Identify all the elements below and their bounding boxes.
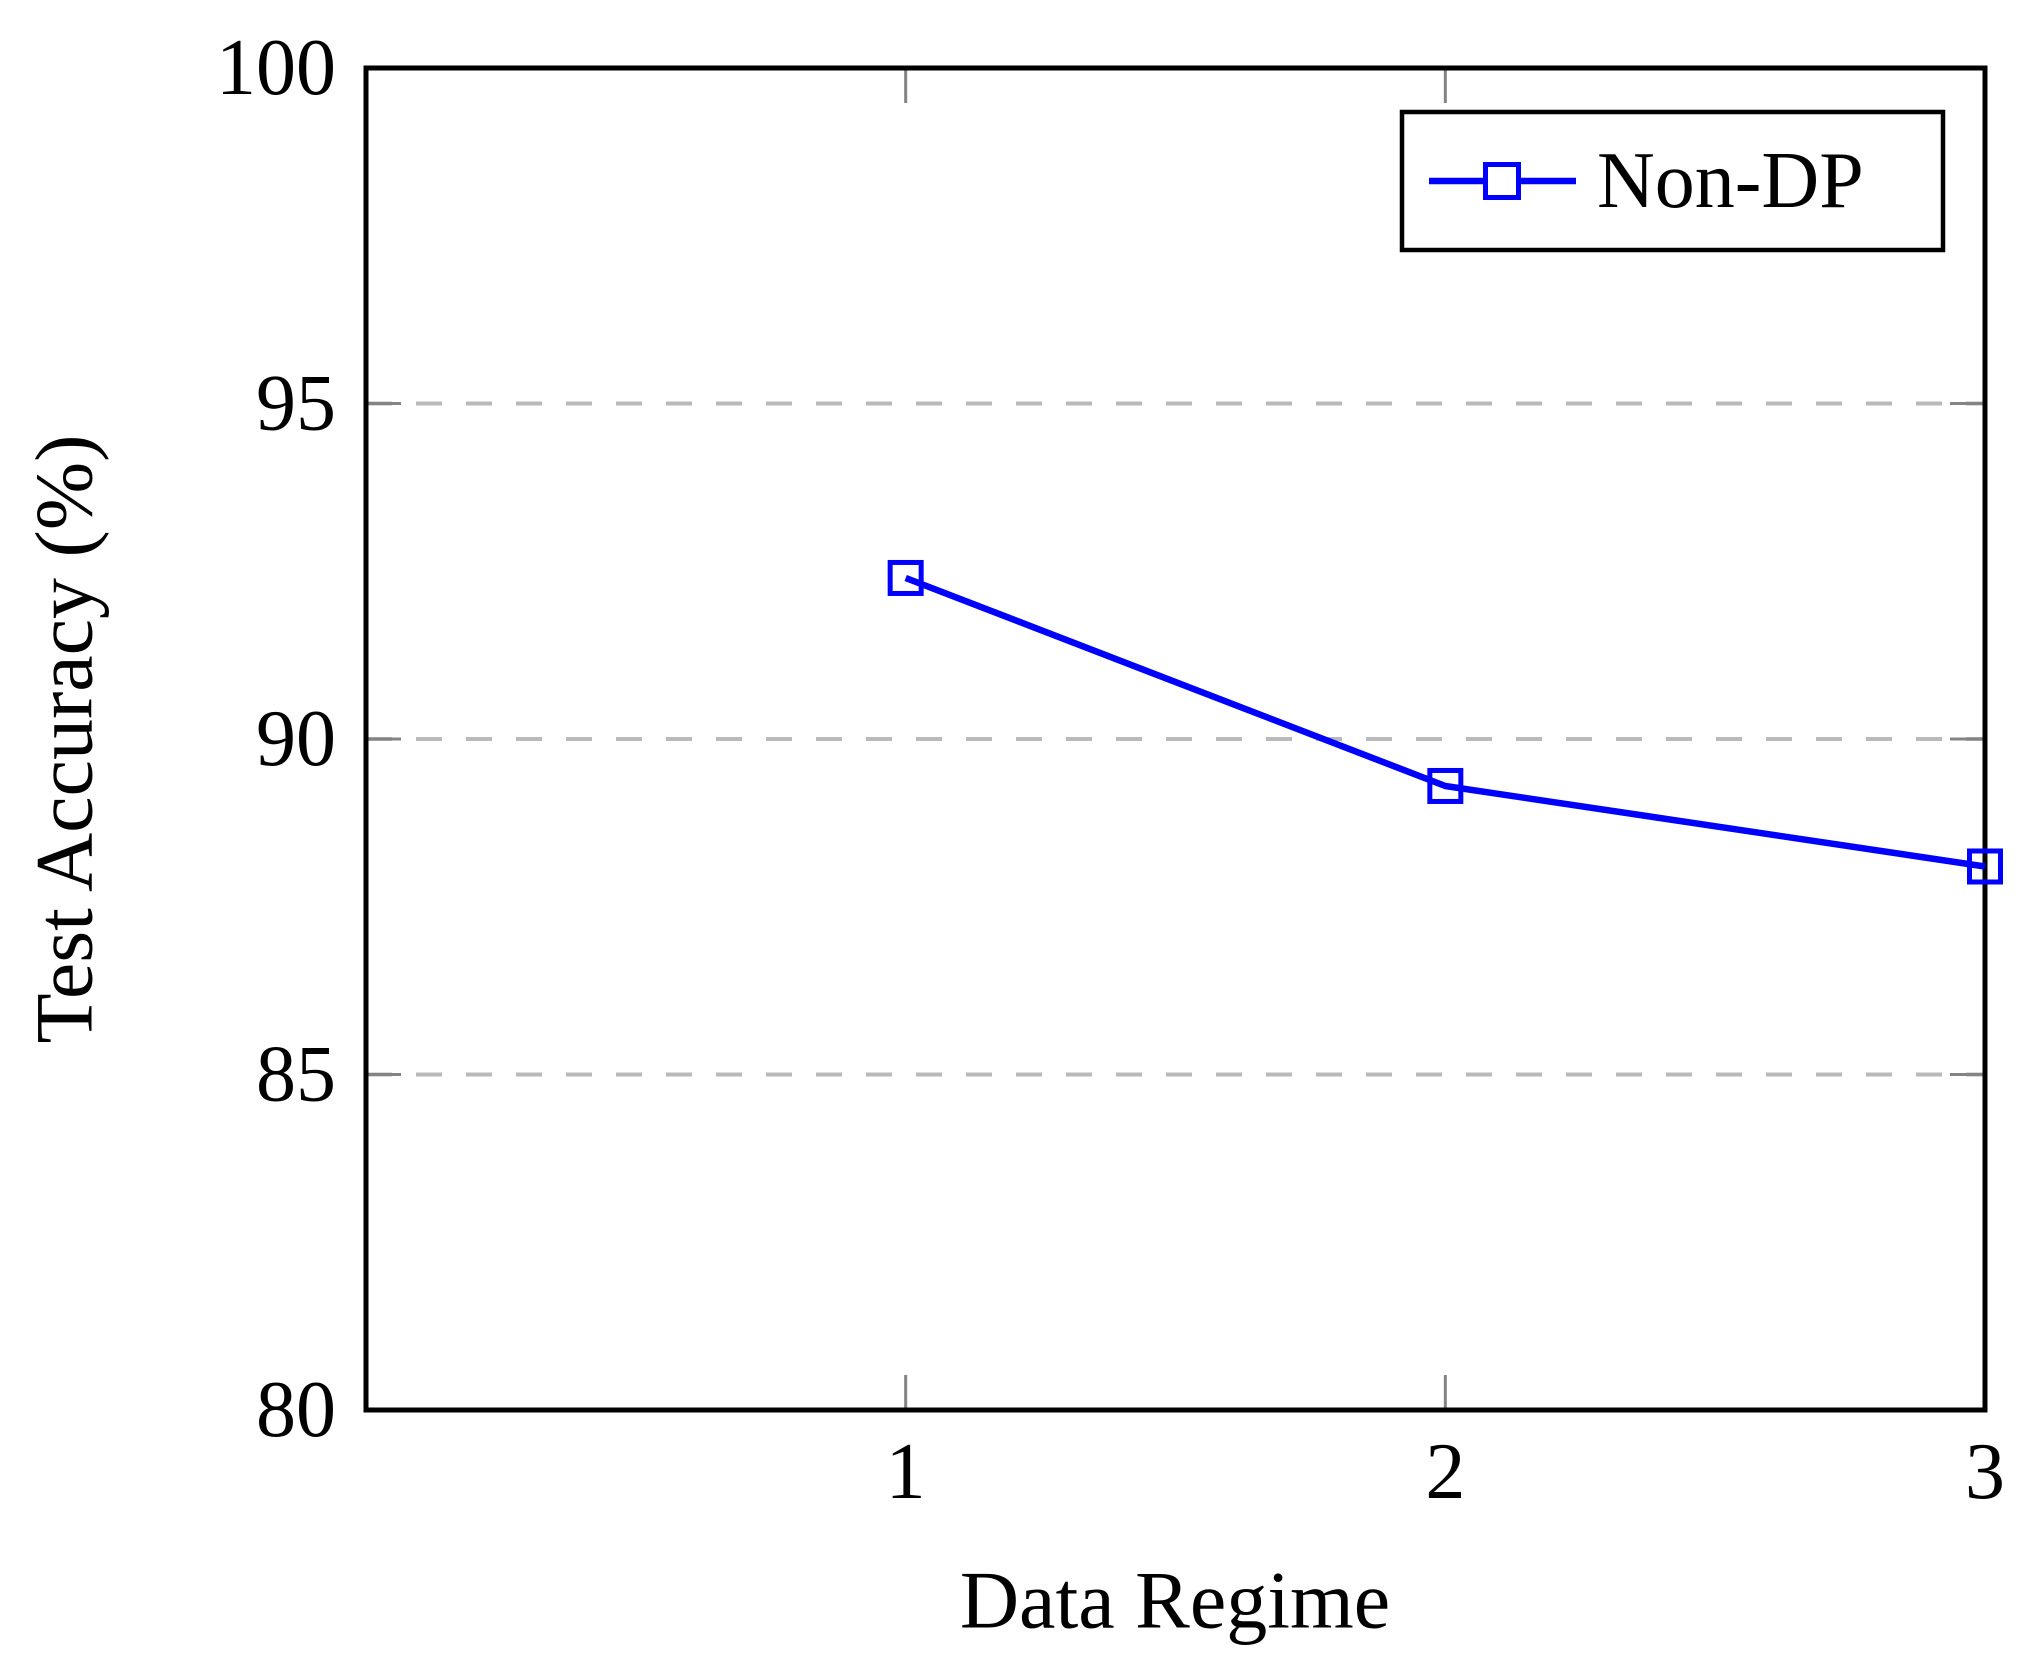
y-tick-label-90: 90 <box>256 695 336 783</box>
x-axis-label: Data Regime <box>960 1555 1390 1646</box>
y-tick-label-95: 95 <box>256 360 336 448</box>
axis-ticks <box>366 68 1985 1410</box>
data-point-marker-1 <box>887 559 924 596</box>
gridlines <box>366 401 1985 1077</box>
y-tick-label-80: 80 <box>256 1366 336 1454</box>
legend-label: Non-DP <box>1597 137 1864 225</box>
legend: Non-DP <box>1399 109 1946 253</box>
x-tick-label-1: 1 <box>886 1428 926 1516</box>
data-series <box>887 559 2003 885</box>
y-tick-label-85: 85 <box>256 1031 336 1119</box>
legend-square-marker-icon <box>1483 162 1521 200</box>
x-tick-label-3: 3 <box>1965 1428 2005 1516</box>
series-line-non-dp <box>904 574 1986 870</box>
plot-frame <box>363 65 1988 1413</box>
y-tick-label-100: 100 <box>216 24 336 112</box>
y-axis-label: Test Accuracy (%) <box>19 435 110 1044</box>
tick-labels: 80 85 90 95 100 1 2 3 <box>216 24 2005 1516</box>
x-tick-label-2: 2 <box>1425 1428 1465 1516</box>
